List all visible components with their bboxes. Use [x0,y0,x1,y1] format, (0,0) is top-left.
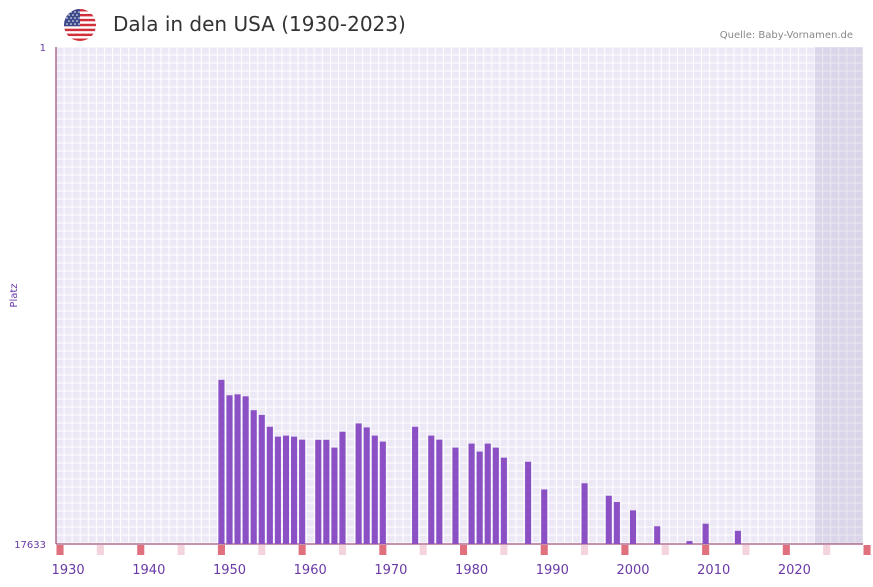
bar [492,447,499,544]
rank-band-marker-light [742,545,750,555]
bar [355,423,362,544]
source-note: Quelle: Baby-Vornamen.de [719,30,853,41]
grid [55,46,864,544]
rank-band-marker-light [258,545,266,555]
x-tick-label: 2000 [616,563,649,578]
bar [476,451,483,544]
x-tick-label: 1930 [52,563,85,578]
rank-band-marker [702,545,710,555]
bar [605,495,612,544]
rank-bands [56,545,871,555]
bar [525,461,532,544]
bar [339,431,346,544]
bar [412,426,419,544]
rank-band-marker-light [338,545,347,555]
bar [315,439,322,544]
bar [331,447,338,544]
rank-band-marker [621,545,629,555]
rank-band-marker-light [419,545,427,555]
rank-band-marker-light [177,545,185,555]
bar [299,439,306,544]
bar [702,523,709,544]
chart-title: Dala in den USA (1930-2023) [113,12,406,36]
x-tick-label: 2010 [697,563,730,578]
bar [468,443,475,544]
x-tick-labels: 1930 1940 1950 1960 1970 1980 1990 2000 2010 2020 [52,563,811,578]
bar [323,439,330,544]
bar [654,526,661,544]
us-flag-icon [64,9,96,41]
bar [581,483,588,544]
bars [218,379,741,544]
rank-band-marker [540,545,548,555]
bar [379,441,386,544]
bar [363,427,370,544]
bar [371,435,378,544]
rank-band-marker-light [96,545,104,555]
bar [613,502,620,544]
bar [242,396,249,544]
x-tick-label: 1960 [294,563,327,578]
rank-band-marker-light [581,545,589,555]
x-tick-label: 1940 [132,563,165,578]
bar [500,457,507,544]
rank-band-marker [863,545,871,555]
rank-band-marker [298,545,306,555]
y-axis-title: Platz [9,283,20,307]
x-tick-label: 1950 [213,563,246,578]
bar [686,541,693,544]
projection-shade [814,47,863,544]
x-tick-label: 1970 [374,563,407,578]
bar [226,395,233,544]
bar [484,443,491,544]
bar [250,410,257,544]
bar [234,394,241,544]
rank-band-marker [217,545,225,555]
x-tick-label: 2020 [778,563,811,578]
y-tick-label-bottom: 17633 [14,540,46,551]
rank-band-marker [56,545,64,555]
bar [258,414,265,544]
bar [274,436,281,544]
y-tick-label-top: 1 [40,43,46,54]
bar [266,426,273,544]
x-tick-label: 1980 [455,563,488,578]
rank-band-marker-light [823,545,831,555]
rank-band-marker [137,545,145,555]
rank-band-marker-light [500,545,508,555]
rank-band-marker [379,545,387,555]
bar [541,489,548,544]
bar [282,435,290,544]
bar [452,447,459,544]
rank-band-marker [460,545,468,555]
x-tick-label: 1990 [536,563,569,578]
bar [428,435,435,544]
rank-band-marker [782,545,790,555]
bar [218,379,225,544]
bar [291,436,298,544]
bar [734,530,741,544]
bar [436,439,443,544]
bar [629,510,637,544]
rank-band-marker-light [661,545,669,555]
